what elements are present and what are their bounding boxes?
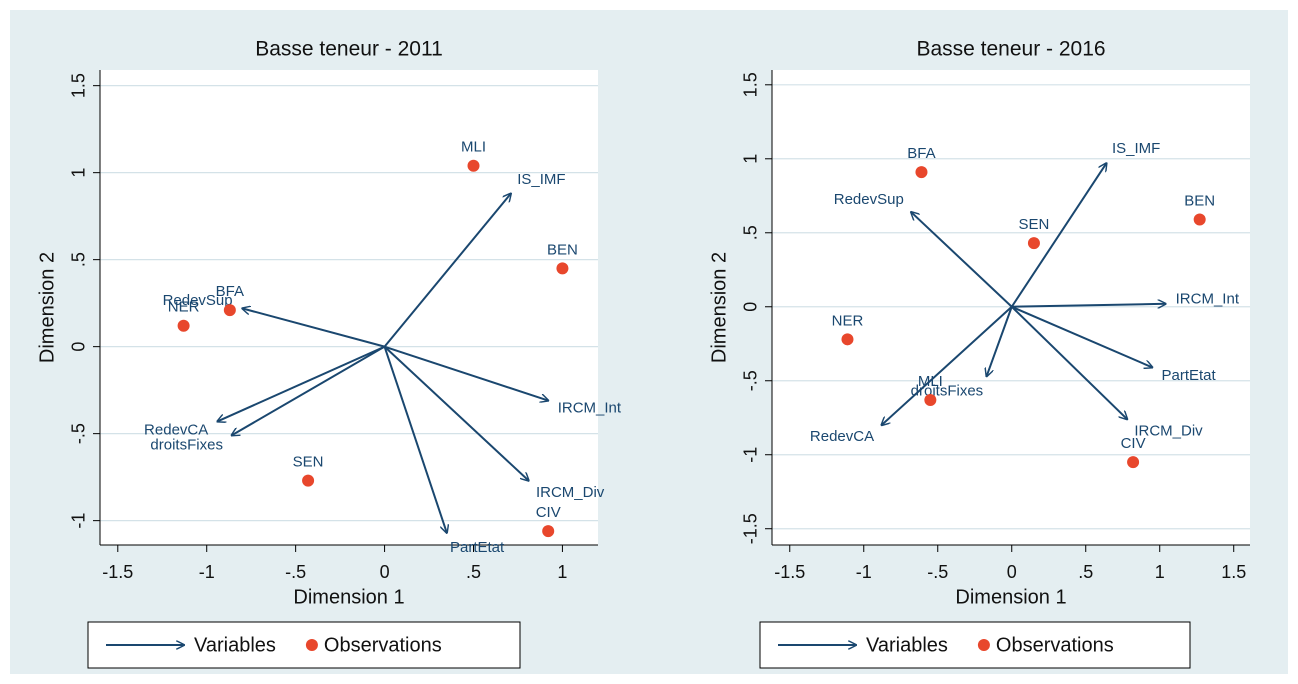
observation-point: [177, 319, 190, 332]
variable-label: RedevCA: [144, 421, 208, 438]
variable-label: PartEtat: [1162, 367, 1217, 384]
y-tick-label: -.5: [741, 370, 761, 391]
x-tick-label: -1.5: [102, 562, 133, 582]
observation-label: MLI: [461, 139, 486, 156]
observation-point: [223, 304, 236, 317]
y-tick-label: -.5: [69, 423, 89, 444]
y-axis-title: Dimension 2: [36, 252, 58, 363]
x-tick-label: -.5: [285, 562, 306, 582]
y-axis-title: Dimension 2: [708, 252, 730, 363]
chart-title: Basse teneur - 2011: [255, 38, 443, 61]
variable-arrow: [1011, 306, 1127, 419]
variable-label: RedevSup: [834, 191, 904, 208]
y-tick-label: -1.5: [741, 513, 761, 544]
variable-label: RedevCA: [810, 428, 874, 445]
variable-arrow: [1011, 304, 1166, 307]
observation-label: BEN: [1184, 192, 1215, 209]
variable-arrow: [882, 306, 1013, 425]
x-tick-label: 1: [557, 562, 567, 582]
legend-label: Variables: [194, 634, 276, 656]
observation-point: [556, 262, 569, 275]
variable-label: PartEtat: [450, 539, 505, 556]
variable-arrow: [1011, 305, 1153, 368]
variable-arrow: [1010, 163, 1107, 308]
y-tick-label: 0: [741, 302, 761, 312]
y-tick-label: -1: [69, 513, 89, 529]
y-tick-label: -1: [741, 447, 761, 463]
y-tick-label: 0: [69, 342, 89, 352]
variable-label: droitsFixes: [150, 436, 223, 453]
plot-area: [100, 70, 598, 545]
observation-point: [924, 393, 937, 406]
variable-label: IS_IMF: [517, 171, 565, 188]
observation-label: BFA: [216, 283, 244, 300]
observation-point: [542, 525, 555, 538]
y-tick-label: 1.5: [69, 73, 89, 98]
variable-label: IRCM_Div: [536, 484, 605, 501]
observation-label: NER: [168, 299, 200, 316]
observation-label: MLI: [918, 373, 943, 390]
variable-arrow: [911, 212, 1013, 308]
observation-label: CIV: [536, 504, 561, 521]
observation-point: [841, 333, 854, 346]
observation-label: SEN: [1019, 216, 1050, 233]
x-axis-title: Dimension 1: [293, 586, 404, 608]
observation-label: NER: [832, 312, 864, 329]
variable-arrow: [232, 345, 386, 436]
y-tick-label: 1.5: [741, 72, 761, 97]
variable-arrow: [987, 306, 1013, 377]
observation-point: [1193, 213, 1206, 226]
variable-arrow: [217, 345, 385, 422]
variable-arrow: [383, 345, 529, 481]
observation-point: [467, 159, 480, 172]
variable-label: RedevSup: [163, 292, 233, 309]
variable-label: IRCM_Int: [558, 399, 622, 416]
y-tick-label: .5: [741, 225, 761, 240]
variable-arrow: [242, 308, 385, 348]
observation-label: BEN: [547, 241, 578, 258]
observation-label: BFA: [907, 145, 935, 162]
observation-point: [1027, 237, 1040, 250]
x-tick-label: -1: [199, 562, 215, 582]
observation-label: CIV: [1121, 435, 1146, 452]
legend-label: Observations: [324, 634, 442, 656]
observation-point: [1127, 456, 1140, 469]
legend-label: Observations: [996, 634, 1114, 656]
x-tick-label: .5: [1078, 562, 1093, 582]
x-tick-label: .5: [466, 562, 481, 582]
variable-arrow: [384, 345, 549, 401]
variable-label: IS_IMF: [1112, 140, 1160, 157]
x-tick-label: -1: [856, 562, 872, 582]
y-tick-label: 1: [741, 154, 761, 164]
legend-dot: [977, 639, 990, 651]
observation-label: SEN: [293, 454, 324, 471]
variable-arrow: [383, 194, 511, 348]
variable-arrow: [383, 346, 447, 533]
observation-point: [302, 474, 315, 487]
y-tick-label: .5: [69, 252, 89, 267]
x-axis-title: Dimension 1: [955, 586, 1066, 608]
y-tick-label: 1: [69, 168, 89, 178]
x-tick-label: -1.5: [774, 562, 805, 582]
x-tick-label: 1: [1155, 562, 1165, 582]
observation-point: [915, 166, 928, 179]
x-tick-label: -.5: [927, 562, 948, 582]
x-tick-label: 0: [1007, 562, 1017, 582]
x-tick-label: 1.5: [1221, 562, 1246, 582]
chart-title: Basse teneur - 2016: [916, 38, 1105, 61]
legend-dot: [305, 639, 318, 651]
variable-label: IRCM_Div: [1134, 423, 1203, 440]
legend-label: Variables: [866, 634, 948, 656]
variable-label: IRCM_Int: [1176, 291, 1240, 308]
x-tick-label: 0: [380, 562, 390, 582]
